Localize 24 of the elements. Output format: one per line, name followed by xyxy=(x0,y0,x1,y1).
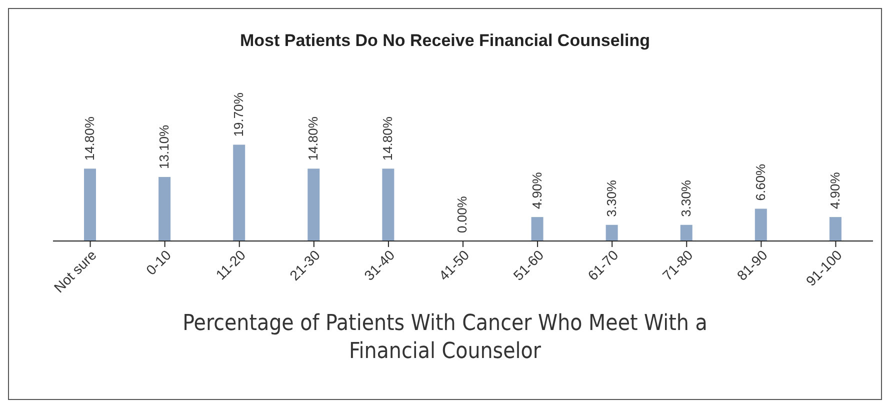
bar xyxy=(308,168,320,241)
data-label: 3.30% xyxy=(678,180,694,217)
bar xyxy=(233,144,246,241)
bar xyxy=(680,224,692,241)
data-label: 4.90% xyxy=(529,172,544,210)
x-axis-title: Percentage of Patients With Cancer Who Meet With a Financial Counselor xyxy=(182,310,708,366)
bar xyxy=(531,217,544,241)
data-label: 13.10% xyxy=(156,124,172,169)
data-label: 4.90% xyxy=(827,172,842,210)
data-label: 19.70% xyxy=(231,92,246,137)
bar xyxy=(84,168,96,241)
bar xyxy=(754,208,767,241)
bar xyxy=(158,176,171,241)
bar xyxy=(606,224,618,241)
x-tick-label: Not sure xyxy=(50,246,100,296)
data-label: 14.80% xyxy=(82,116,97,161)
bar xyxy=(382,168,394,241)
data-label: 6.60% xyxy=(752,163,768,201)
data-label: 14.80% xyxy=(306,116,321,161)
chart-title: Most Patients Do No Receive Financial Counseling xyxy=(239,31,651,51)
data-label: 14.80% xyxy=(380,116,396,161)
data-label: 3.30% xyxy=(604,180,619,217)
data-label: 0.00% xyxy=(454,196,470,233)
bar xyxy=(829,217,842,241)
